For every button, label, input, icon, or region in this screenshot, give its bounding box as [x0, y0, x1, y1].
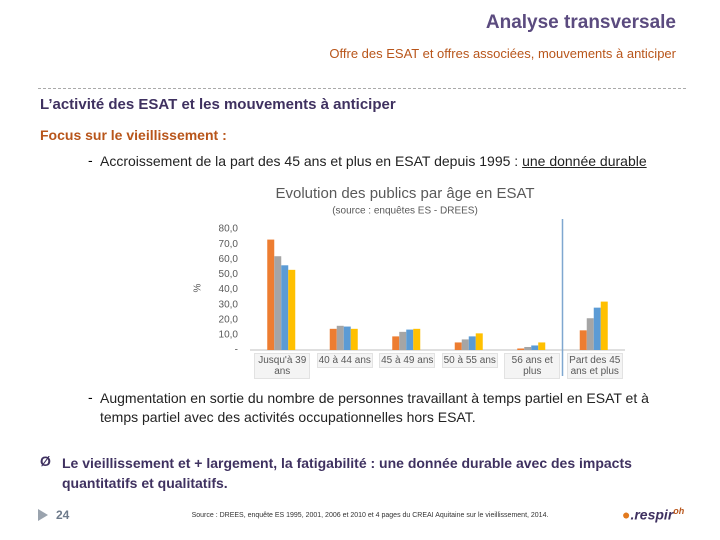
bar: [475, 333, 483, 350]
focus-heading: Focus sur le vieillissement :: [40, 127, 227, 143]
y-axis-label: %: [193, 283, 204, 292]
bar: [461, 339, 469, 350]
separator: [38, 88, 686, 89]
logo-text: .respir: [630, 506, 674, 523]
y-tick-label: 40,0: [219, 284, 239, 295]
logo: ●.respiroh: [622, 506, 685, 523]
bar: [336, 325, 344, 350]
bullet-underlined: une donnée durable: [522, 153, 647, 169]
bullet-text: Accroissement de la part des 45 ans et p…: [100, 153, 523, 169]
y-tick-label: 70,0: [219, 239, 239, 250]
bar: [392, 336, 400, 350]
bar: [468, 336, 476, 350]
bar: [329, 328, 337, 350]
y-tick-label: 20,0: [219, 314, 239, 325]
page-arrow: [38, 509, 48, 521]
page-number: 24: [56, 508, 70, 522]
chart-subtitle: (source : enquêtes ES - DREES): [332, 206, 478, 217]
bar: [600, 301, 608, 350]
bullet-text: Augmentation en sortie du nombre de pers…: [100, 390, 649, 425]
y-tick-label: -: [235, 345, 238, 356]
bar: [406, 329, 414, 350]
y-tick-label: 60,0: [219, 254, 239, 265]
bar: [281, 265, 289, 350]
bar: [267, 239, 275, 350]
chart-area: Evolution des publics par âge en ESAT (s…: [175, 178, 625, 379]
bullet: Accroissement de la part des 45 ans et p…: [100, 152, 680, 171]
y-tick-label: 50,0: [219, 269, 239, 280]
logo-sup: oh: [673, 506, 685, 516]
bar: [586, 318, 594, 350]
conclusion-marker: Ø: [40, 453, 51, 469]
bar: [454, 342, 462, 350]
x-tick-label: 40 à 44 ans: [316, 353, 373, 368]
bar: [538, 342, 546, 350]
bar: [579, 330, 587, 350]
bar: [524, 346, 532, 350]
header-title: Analyse transversale: [485, 12, 676, 33]
x-tick-label: 45 à 49 ans: [379, 353, 436, 368]
bar: [288, 269, 296, 350]
bar: [531, 345, 539, 350]
bar: [517, 348, 525, 350]
bar: [350, 328, 358, 350]
bar: [413, 328, 421, 350]
chart: Evolution des publics par âge en ESAT (s…: [175, 178, 625, 378]
bar: [399, 331, 407, 350]
section-title: L’activité des ESAT et les mouvements à …: [40, 96, 396, 113]
header-subtitle: Offre des ESAT et offres associées, mouv…: [329, 46, 676, 61]
y-tick-label: 80,0: [219, 224, 239, 235]
x-tick-label: Jusqu'à 39 ans: [254, 353, 311, 379]
y-tick-label: 10,0: [219, 330, 239, 341]
bullet-marker: -: [88, 389, 93, 405]
x-tick-label: 50 à 55 ans: [441, 353, 498, 368]
bar: [274, 256, 282, 350]
y-tick-label: 30,0: [219, 299, 239, 310]
conclusion-text: Le vieillissement et + largement, la fat…: [62, 455, 632, 491]
x-tick-label: Part des 45 ans et plus: [566, 353, 623, 379]
chart-title: Evolution des publics par âge en ESAT: [275, 185, 534, 202]
bar: [593, 307, 601, 350]
footer-source: Source : DREES, enquête ES 1995, 2001, 2…: [191, 512, 549, 519]
bar: [343, 326, 351, 350]
bullet-marker: -: [88, 152, 93, 168]
x-tick-label: 56 ans et plus: [504, 353, 561, 379]
